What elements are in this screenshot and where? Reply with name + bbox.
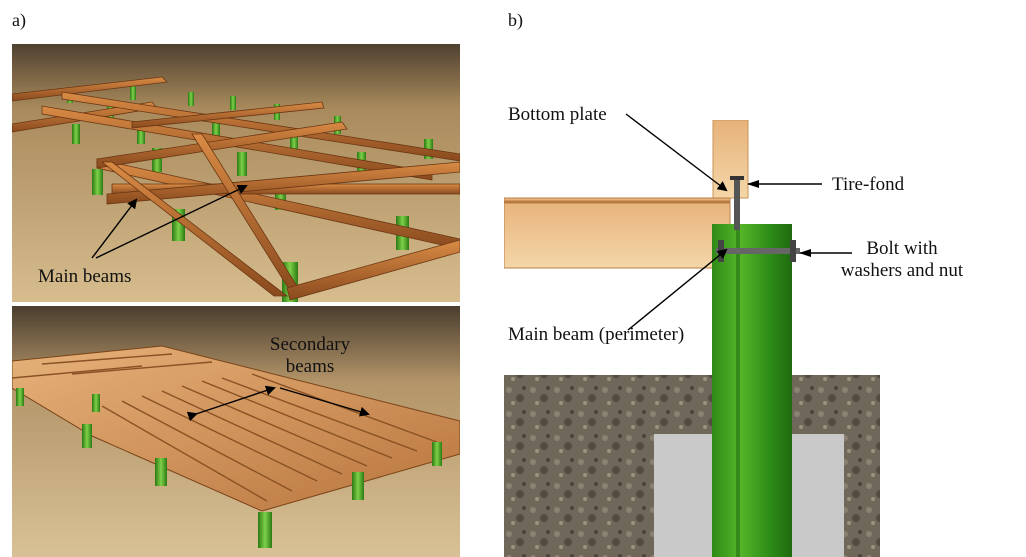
bottom-plate-callout: Bottom plate — [508, 104, 607, 125]
bolt-callout: Bolt with washers and nut — [830, 238, 974, 282]
tire-fond-callout: Tire-fond — [832, 174, 905, 195]
main-beams-callout: Main beams — [38, 266, 132, 287]
main-beam-perimeter-callout: Main beam (perimeter) — [508, 324, 685, 345]
bolt-callout-line-2: washers and nut — [840, 260, 964, 281]
main-beams-render — [12, 44, 460, 302]
secondary-beams-line-2: beams — [285, 356, 335, 377]
secondary-beams-line-1: Secondary — [269, 334, 351, 355]
connection-detail-drawing — [504, 120, 886, 557]
bolt-callout-line-1: Bolt with — [866, 238, 938, 259]
secondary-beams-render — [12, 306, 460, 557]
panel-a-label: a) — [12, 10, 26, 30]
panel-b-label: b) — [508, 10, 523, 30]
secondary-beams-callout: Secondary beams — [258, 334, 362, 378]
